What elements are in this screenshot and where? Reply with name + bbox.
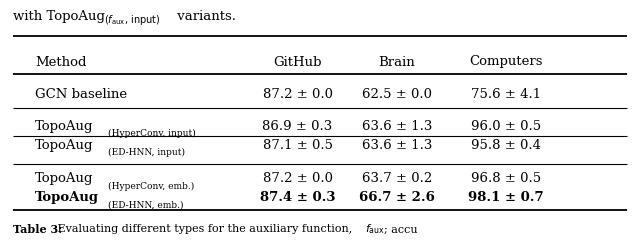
Text: 75.6 ± 4.1: 75.6 ± 4.1: [470, 88, 541, 101]
Text: 87.4 ± 0.3: 87.4 ± 0.3: [260, 191, 335, 204]
Text: (ED-HNN, input): (ED-HNN, input): [108, 148, 184, 157]
Text: Table 3:: Table 3:: [13, 224, 62, 235]
Text: with TopoAug: with TopoAug: [13, 10, 105, 23]
Text: TopoAug: TopoAug: [35, 139, 93, 152]
Text: 95.8 ± 0.4: 95.8 ± 0.4: [470, 139, 541, 152]
Text: 87.2 ± 0.0: 87.2 ± 0.0: [262, 172, 333, 185]
Text: $(f_{\rm aux},\,{\rm input})$: $(f_{\rm aux},\,{\rm input})$: [104, 13, 161, 27]
Text: TopoAug: TopoAug: [35, 191, 99, 204]
Text: Computers: Computers: [469, 56, 542, 68]
Text: 86.9 ± 0.3: 86.9 ± 0.3: [262, 120, 333, 133]
Text: $f_{\rm aux}$: $f_{\rm aux}$: [365, 222, 385, 236]
Text: (ED-HNN, emb.): (ED-HNN, emb.): [108, 200, 183, 209]
Text: 63.6 ± 1.3: 63.6 ± 1.3: [362, 120, 432, 133]
Text: ; accu: ; accu: [384, 224, 418, 234]
Text: (HyperConv, emb.): (HyperConv, emb.): [108, 182, 194, 190]
Text: 63.6 ± 1.3: 63.6 ± 1.3: [362, 139, 432, 152]
Text: 63.7 ± 0.2: 63.7 ± 0.2: [362, 172, 432, 185]
Text: 96.8 ± 0.5: 96.8 ± 0.5: [470, 172, 541, 185]
Text: 87.2 ± 0.0: 87.2 ± 0.0: [262, 88, 333, 101]
Text: 66.7 ± 2.6: 66.7 ± 2.6: [359, 191, 435, 204]
Text: Evaluating different types for the auxiliary function,: Evaluating different types for the auxil…: [54, 224, 356, 234]
Text: GitHub: GitHub: [273, 56, 322, 68]
Text: TopoAug: TopoAug: [35, 120, 93, 133]
Text: (HyperConv, input): (HyperConv, input): [108, 129, 195, 138]
Text: TopoAug: TopoAug: [35, 172, 93, 185]
Text: 62.5 ± 0.0: 62.5 ± 0.0: [362, 88, 432, 101]
Text: Method: Method: [35, 56, 86, 68]
Text: 98.1 ± 0.7: 98.1 ± 0.7: [468, 191, 543, 204]
Text: 96.0 ± 0.5: 96.0 ± 0.5: [470, 120, 541, 133]
Text: Brain: Brain: [378, 56, 415, 68]
Text: 87.1 ± 0.5: 87.1 ± 0.5: [262, 139, 333, 152]
Text: variants.: variants.: [173, 10, 236, 23]
Text: GCN baseline: GCN baseline: [35, 88, 127, 101]
